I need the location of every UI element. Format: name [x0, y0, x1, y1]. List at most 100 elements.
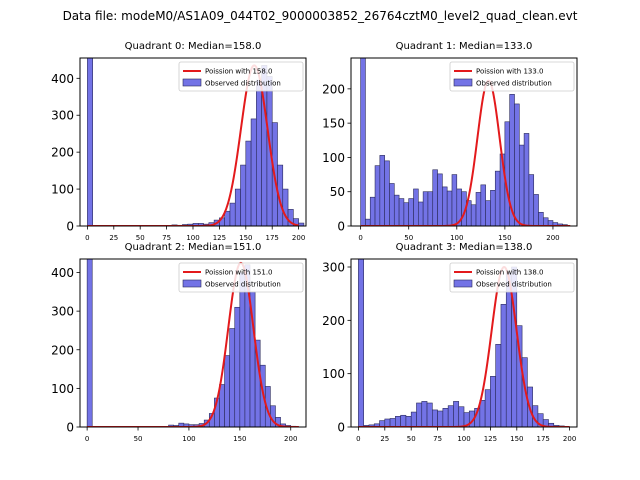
x-tick-label: 0 [356, 435, 360, 443]
poisson-curve [358, 265, 570, 427]
histogram-bar [287, 209, 294, 226]
legend: Poission with 158.0 Observed distribution [178, 61, 304, 92]
x-tick-label: 200 [284, 435, 297, 443]
histogram-bar [427, 191, 434, 226]
legend-bar-swatch [182, 279, 202, 288]
histogram-bar [405, 416, 412, 427]
legend-box [178, 262, 304, 293]
y-tick-label: 50 [330, 185, 345, 199]
x-tick-label: 0 [85, 234, 89, 242]
y-tick-label: 100 [322, 151, 345, 165]
histogram-bar [282, 188, 289, 226]
histogram-bar [458, 406, 465, 427]
histogram-bar [500, 304, 507, 427]
histogram-bar [484, 389, 491, 427]
histogram-bar [224, 210, 231, 226]
histogram-bar [413, 188, 419, 226]
histogram-bar [421, 401, 428, 427]
histogram-bar [442, 186, 448, 226]
histogram-bar [224, 355, 230, 427]
x-tick-label: 0 [358, 234, 362, 242]
histogram-bar [528, 174, 535, 226]
y-tick-label: 100 [51, 183, 74, 197]
histogram-bar [400, 414, 407, 427]
histogram-bar [229, 328, 236, 427]
y-tick-label: 300 [51, 109, 74, 123]
poisson-curve [87, 64, 299, 226]
y-tick-label: 100 [322, 367, 345, 381]
y-tick-label: 400 [51, 266, 74, 280]
legend-line-label: Poission with 158.0 [205, 68, 273, 76]
histogram-bar [446, 190, 453, 226]
x-tick-label: 100 [450, 234, 463, 242]
y-tick-label: 200 [51, 146, 74, 160]
histogram-bar [538, 211, 544, 226]
histogram-bar [389, 418, 396, 427]
x-tick-label: 50 [134, 435, 143, 443]
x-tick-label: 0 [85, 435, 89, 443]
histogram-bar [426, 402, 433, 427]
legend: Poission with 138.0 Observed distribution [449, 262, 575, 293]
histogram-bar [432, 409, 438, 427]
x-tick-label: 200 [292, 234, 305, 242]
x-tick-label: 150 [239, 234, 252, 242]
histogram-bar [514, 103, 520, 226]
legend-bar-label: Observed distribution [476, 281, 552, 289]
subplot-quadrant-1: 0 50 100 150 200 0 50 100 150 200 Quadrant 1: Medi… [322, 41, 578, 242]
histogram-bar [256, 79, 262, 226]
x-tick-label: 75 [433, 435, 442, 443]
axes-frame [79, 258, 307, 428]
x-tick-label: 125 [213, 234, 226, 242]
histogram-bar [358, 259, 364, 427]
legend-bar-swatch [453, 279, 473, 288]
histogram-bar [416, 402, 423, 427]
histogram-bar [384, 160, 390, 226]
y-tick-label: 200 [322, 314, 345, 328]
legend-bar-label: Observed distribution [205, 80, 281, 88]
y-tick-label: 300 [51, 305, 74, 319]
y-tick-label: 0 [66, 421, 74, 435]
y-tick-label: 0 [337, 220, 345, 234]
histogram-bar [395, 416, 401, 427]
histogram-bar [410, 411, 417, 427]
histogram-bar [543, 217, 549, 226]
legend-bar-label: Observed distribution [476, 80, 552, 88]
plot-area [358, 259, 570, 427]
histogram-bar [418, 201, 424, 226]
histogram-bar [447, 405, 454, 427]
x-tick-label: 25 [380, 435, 389, 443]
histogram-bar [437, 173, 443, 226]
y-tick-label: 0 [337, 421, 345, 435]
histogram-bar [360, 58, 366, 226]
axes-frame [350, 57, 578, 227]
plot-area [360, 58, 571, 226]
legend-line-label: Poission with 138.0 [476, 269, 544, 277]
x-tick-label: 175 [266, 234, 279, 242]
histogram-bar [384, 418, 391, 427]
histogram-bar [453, 401, 460, 427]
histogram-bar [432, 169, 438, 226]
y-tick-label: 200 [322, 82, 345, 96]
histogram-bar [87, 58, 93, 226]
histogram-bar [470, 204, 477, 226]
x-tick-label: 50 [404, 234, 413, 242]
histogram-bar [234, 306, 241, 427]
histogram-bar [393, 194, 400, 226]
histogram-bar [389, 183, 395, 226]
histogram-bar [504, 121, 510, 226]
x-tick-label: 125 [484, 435, 497, 443]
legend-box [449, 262, 575, 293]
x-tick-label: 100 [457, 435, 470, 443]
legend-line-label: Poission with 133.0 [476, 68, 544, 76]
histogram-bar [518, 144, 525, 226]
histogram-bar [234, 188, 241, 226]
y-tick-label: 300 [322, 261, 345, 275]
histogram-bar [408, 198, 414, 226]
subplot-title: Quadrant 3: Median=138.0 [396, 242, 533, 253]
x-tick-label: 50 [136, 234, 145, 242]
histogram-bar [369, 196, 376, 226]
histogram-bar [480, 184, 486, 226]
plot-area [87, 58, 305, 226]
y-tick-label: 150 [322, 117, 345, 131]
x-tick-label: 150 [233, 435, 246, 443]
